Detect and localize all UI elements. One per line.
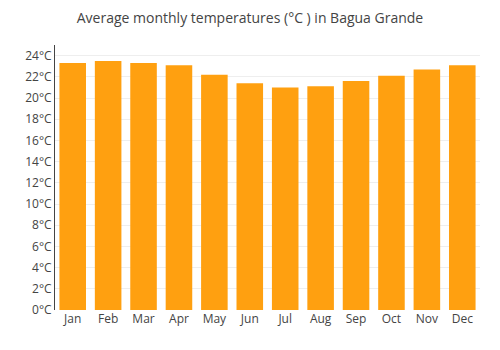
svg-text:Dec: Dec: [452, 310, 473, 327]
svg-text:8°C: 8°C: [32, 216, 52, 233]
svg-text:12°C: 12°C: [25, 174, 52, 191]
svg-text:Average monthly temperatures (: Average monthly temperatures (°C ) in Ba…: [77, 8, 424, 27]
svg-text:0°C: 0°C: [32, 301, 52, 318]
svg-text:24°C: 24°C: [25, 47, 52, 64]
svg-text:Jun: Jun: [240, 310, 259, 327]
svg-text:Oct: Oct: [382, 310, 401, 327]
svg-text:14°C: 14°C: [25, 153, 52, 170]
svg-text:Mar: Mar: [132, 310, 154, 327]
svg-text:Jan: Jan: [63, 310, 81, 327]
svg-text:22°C: 22°C: [25, 68, 52, 85]
svg-text:20°C: 20°C: [25, 89, 52, 106]
svg-text:Apr: Apr: [169, 310, 189, 327]
svg-text:Aug: Aug: [310, 310, 332, 327]
svg-text:Jul: Jul: [277, 310, 292, 327]
svg-text:2°C: 2°C: [32, 280, 52, 297]
svg-text:Sep: Sep: [346, 310, 367, 327]
svg-text:May: May: [203, 310, 227, 327]
svg-text:Nov: Nov: [416, 310, 438, 327]
svg-text:16°C: 16°C: [25, 132, 52, 149]
svg-text:18°C: 18°C: [25, 110, 52, 127]
svg-text:10°C: 10°C: [25, 195, 52, 212]
svg-text:6°C: 6°C: [32, 238, 52, 255]
svg-text:4°C: 4°C: [32, 259, 52, 276]
svg-text:Feb: Feb: [98, 310, 118, 327]
